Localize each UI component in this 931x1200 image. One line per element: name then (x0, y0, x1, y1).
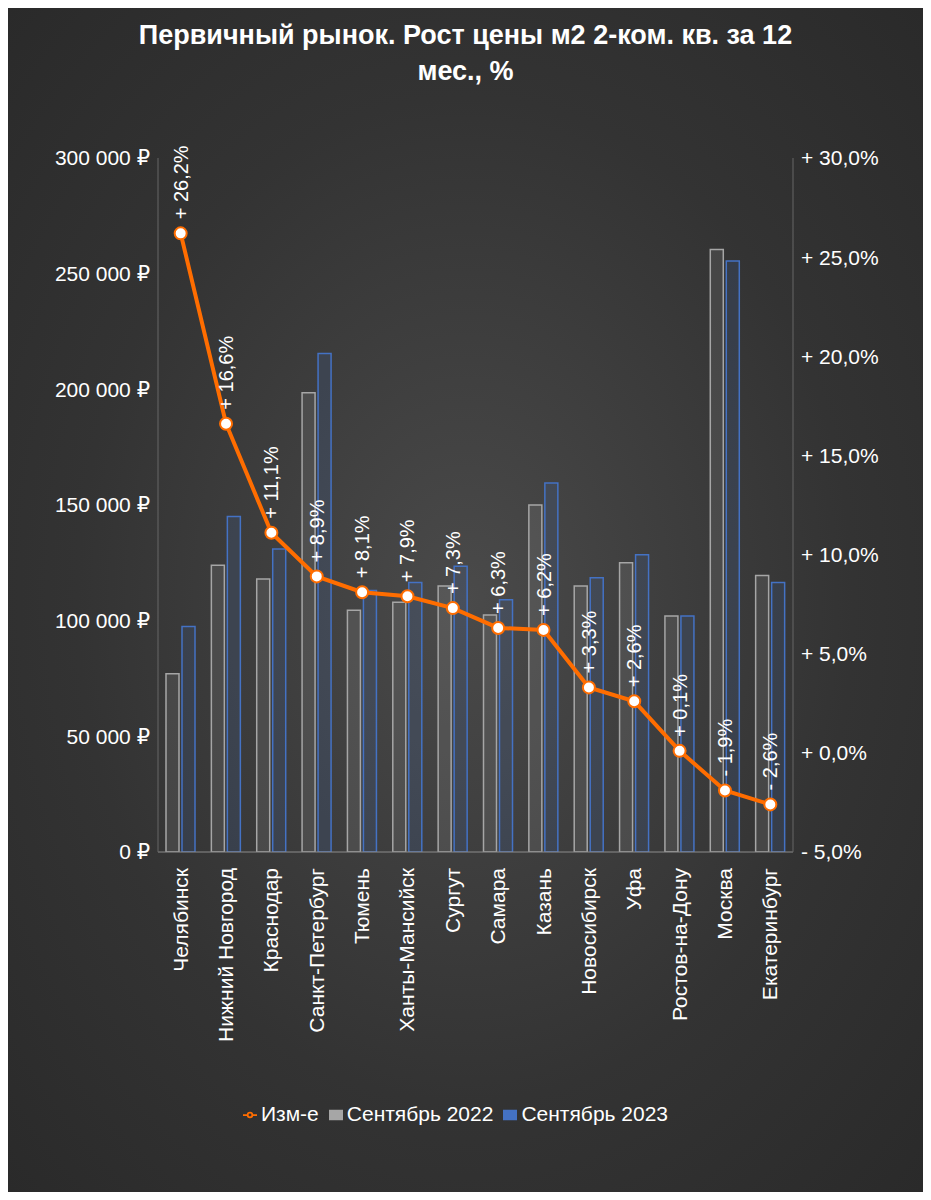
svg-text:Казань: Казань (532, 868, 555, 936)
svg-text:+ 11,1%: + 11,1% (260, 446, 282, 519)
svg-text:+ 0,1%: + 0,1% (669, 674, 691, 737)
svg-text:+ 25,0%: + 25,0% (801, 246, 879, 269)
svg-text:300 000 ₽: 300 000 ₽ (55, 146, 150, 169)
svg-text:Нижний Новгород: Нижний Новгород (214, 868, 237, 1042)
svg-text:Новосибирск: Новосибирск (577, 867, 600, 995)
svg-text:Москва: Москва (713, 868, 736, 940)
svg-text:+ 7,9%: + 7,9% (396, 519, 418, 582)
svg-text:Тюмень: Тюмень (350, 868, 373, 944)
html-text:Сентябрь 2023: Сентябрь 2023 (521, 1102, 669, 1125)
svg-text:+ 8,1%: + 8,1% (351, 515, 373, 578)
svg-text:+ 6,3%: + 6,3% (487, 551, 509, 614)
html-text:Сентябрь 2022: Сентябрь 2022 (346, 1102, 494, 1125)
svg-text:- 1,9%: - 1,9% (714, 719, 736, 777)
svg-text:+ 10,0%: + 10,0% (801, 543, 879, 566)
svg-text:Ростов-на-Дону: Ростов-на-Дону (668, 868, 691, 1021)
svg-text:Челябинск: Челябинск (169, 867, 192, 971)
svg-text:Сургут: Сургут (441, 868, 464, 933)
html-text:Изм-е: Изм-е (260, 1102, 319, 1125)
svg-text:Краснодар: Краснодар (259, 868, 282, 973)
svg-text:+ 0,0%: + 0,0% (801, 741, 867, 764)
svg-text:Санкт-Петербург: Санкт-Петербург (305, 868, 328, 1033)
svg-text:150 000 ₽: 150 000 ₽ (55, 493, 150, 516)
svg-text:250 000 ₽: 250 000 ₽ (55, 262, 150, 285)
svg-text:200 000 ₽: 200 000 ₽ (55, 378, 150, 401)
svg-text:+ 5,0%: + 5,0% (801, 642, 867, 665)
svg-text:- 5,0%: - 5,0% (801, 840, 862, 863)
html-text:Первичный рынок. Рост цены м2: Первичный рынок. Рост цены м2 2-ком. кв.… (138, 20, 793, 86)
svg-text:0 ₽: 0 ₽ (119, 840, 150, 863)
svg-text:+ 7,3%: + 7,3% (442, 531, 464, 594)
svg-text:+ 20,0%: + 20,0% (801, 345, 879, 368)
svg-text:Уфа: Уфа (622, 868, 645, 911)
svg-text:100 000 ₽: 100 000 ₽ (55, 609, 150, 632)
svg-text:+ 26,2%: + 26,2% (170, 145, 192, 219)
svg-text:Екатеринбург: Екатеринбург (758, 868, 781, 1000)
svg-text:+ 30,0%: + 30,0% (801, 146, 879, 169)
svg-text:Самара: Самара (486, 868, 509, 945)
svg-text:Ханты-Мансийск: Ханты-Мансийск (395, 867, 418, 1031)
svg-text:+ 6,2%: + 6,2% (533, 553, 555, 616)
svg-text:+ 8,9%: + 8,9% (306, 499, 328, 562)
svg-text:50 000 ₽: 50 000 ₽ (67, 725, 150, 748)
svg-text:+ 16,6%: + 16,6% (215, 336, 237, 410)
svg-text:+ 3,3%: + 3,3% (578, 610, 600, 673)
svg-text:+ 15,0%: + 15,0% (801, 444, 879, 467)
svg-text:+ 2,6%: + 2,6% (623, 624, 645, 687)
svg-text:- 2,6%: - 2,6% (759, 732, 781, 790)
